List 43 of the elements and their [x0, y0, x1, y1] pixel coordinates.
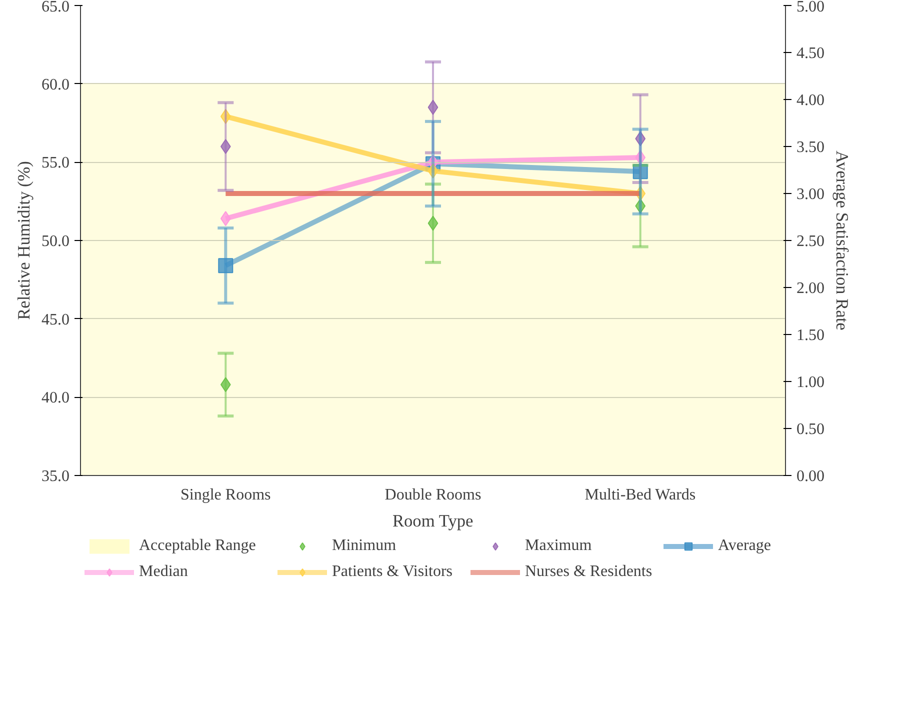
- y-tick-label: 50.0: [42, 233, 70, 250]
- point: [635, 198, 646, 214]
- x-tick-label: Single Rooms: [180, 486, 271, 504]
- y-tick-label: 40.0: [42, 390, 70, 407]
- point: [428, 163, 438, 178]
- point: [632, 164, 648, 180]
- legend-label: Acceptable Range: [139, 537, 257, 555]
- point: [220, 377, 231, 392]
- y2-tick-label: 1.50: [796, 327, 824, 344]
- legend-label: Maximum: [525, 537, 593, 555]
- legend-label: Patients & Visitors: [332, 563, 454, 581]
- x-tick-label: Double Rooms: [384, 486, 482, 504]
- y2-tick-label: 4.00: [796, 92, 824, 109]
- y2-tick-label: 1.00: [796, 374, 824, 391]
- y-axis-title: Relative Humidity (%): [14, 160, 34, 320]
- y2-tick-label: 2.50: [796, 233, 824, 250]
- legend-label: Average: [718, 537, 772, 555]
- point: [220, 108, 231, 124]
- y2-tick-label: 5.00: [796, 0, 824, 16]
- point: [220, 211, 231, 226]
- y2-tick-label: 3.50: [796, 139, 824, 156]
- point: [428, 216, 438, 231]
- y2-axis-title: Average Satisfaction Rate: [832, 150, 852, 331]
- legend-label: Nurses & Residents: [525, 563, 654, 581]
- y2-tick-label: 0.00: [796, 468, 824, 485]
- x-tick-label: Multi-Bed Wards: [584, 486, 696, 504]
- legend-label: Minimum: [332, 537, 398, 555]
- y-tick-label: 45.0: [42, 311, 70, 328]
- x-axis-title: Room Type: [392, 512, 474, 530]
- y-tick-label: 65.0: [42, 0, 70, 16]
- y-tick-label: 55.0: [42, 154, 70, 172]
- point: [218, 258, 234, 274]
- y-tick-label: 60.0: [42, 76, 70, 94]
- point: [635, 150, 646, 165]
- point: [635, 131, 646, 146]
- point: [220, 139, 231, 154]
- y2-tick-label: 4.50: [796, 45, 824, 62]
- y2-tick-label: 3.00: [796, 186, 824, 203]
- y2-tick-label: 2.00: [796, 280, 824, 297]
- point: [428, 100, 438, 115]
- y2-tick-label: 0.50: [796, 421, 824, 438]
- legend-label: Median: [139, 563, 189, 581]
- y-tick-label: 35.0: [42, 468, 70, 485]
